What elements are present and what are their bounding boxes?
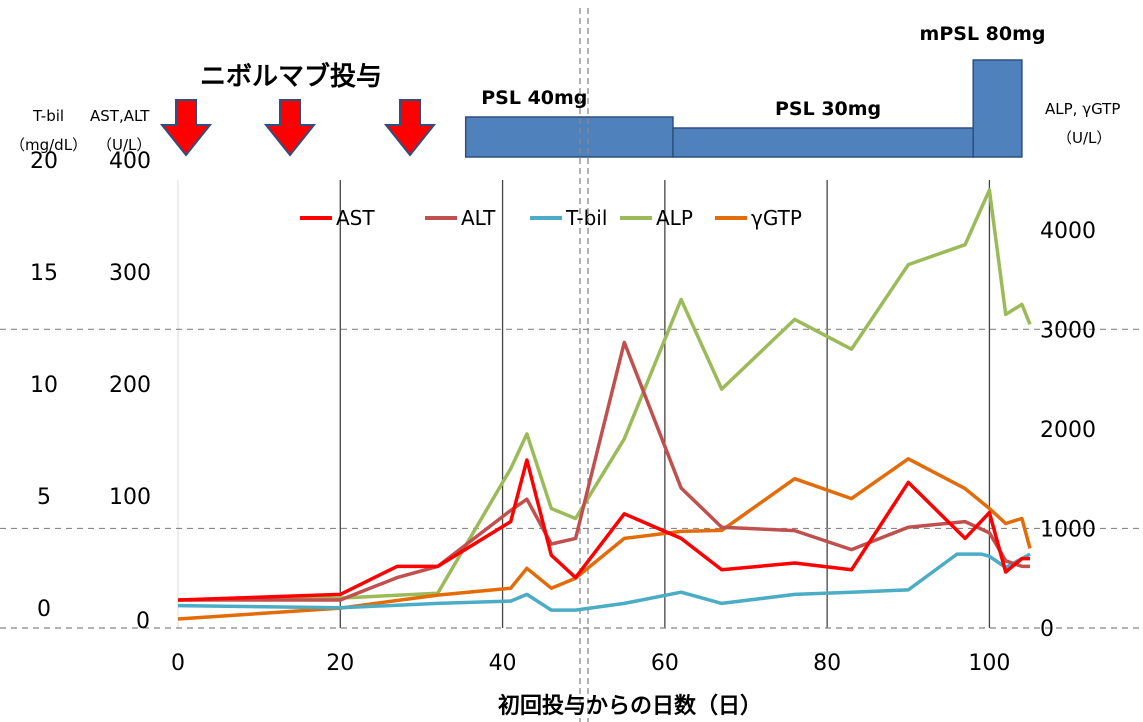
left-axis-2-units: （U/L） xyxy=(97,136,151,154)
vertical-dashed-guides xyxy=(579,8,589,722)
left1-tick-10: 10 xyxy=(30,373,58,398)
series-line-T-bil xyxy=(177,552,1031,612)
left-axis-1-units: （mg/dL） xyxy=(10,136,87,154)
treatment-bars: PSL 40mg PSL 30mg mPSL 80mg xyxy=(464,23,1046,158)
right-tick-1000: 1000 xyxy=(1040,517,1096,542)
x-tick-60: 60 xyxy=(651,651,679,676)
left2-tick-0: 0 xyxy=(136,609,150,634)
series-line-AST xyxy=(177,458,1030,602)
x-tick-40: 40 xyxy=(489,651,517,676)
treatment-label-2: mPSL 80mg xyxy=(920,23,1046,45)
left1-tick-0: 0 xyxy=(37,597,51,622)
treatment-bar-2 xyxy=(972,59,1023,158)
dose-arrow-2 xyxy=(383,99,437,157)
series-line-γGTP xyxy=(177,457,1032,621)
left1-tick-15: 15 xyxy=(30,261,58,286)
x-tick-80: 80 xyxy=(813,651,841,676)
right-tick-0: 0 xyxy=(1040,617,1054,642)
left-axis-2-title: AST,ALT xyxy=(90,107,150,125)
dose-arrow-1 xyxy=(263,99,317,157)
left2-tick-200: 200 xyxy=(109,373,151,398)
left2-tick-400: 400 xyxy=(109,149,151,174)
grid xyxy=(177,180,991,628)
nivolumab-title: ニボルマブ投与 xyxy=(200,61,382,92)
legend-label-ALP: ALP xyxy=(656,206,693,230)
legend-label-T-bil: T-bil xyxy=(565,206,607,230)
right-axis-title: ALP, γGTP xyxy=(1045,100,1120,118)
legend-label-AST: AST xyxy=(336,206,375,230)
left2-tick-100: 100 xyxy=(109,485,151,510)
right-tick-4000: 4000 xyxy=(1040,219,1096,244)
x-tick-0: 0 xyxy=(171,651,185,676)
x-tick-100: 100 xyxy=(968,651,1010,676)
dose-arrow-0 xyxy=(159,99,213,157)
series-line-ALP xyxy=(177,188,1032,602)
treatment-label-0: PSL 40mg xyxy=(481,87,587,109)
series-lines xyxy=(177,188,1032,621)
treatment-bar-0 xyxy=(464,116,674,158)
left1-tick-20: 20 xyxy=(30,149,58,174)
legend: AST ALT T-bil ALP γGTP xyxy=(300,206,802,230)
treatment-bar-1 xyxy=(672,127,974,158)
left-axis-1-title: T-bil xyxy=(32,107,64,125)
horizontal-dashed-guides xyxy=(0,328,1143,629)
left2-tick-300: 300 xyxy=(109,261,151,286)
left1-tick-5: 5 xyxy=(37,485,51,510)
treatment-label-1: PSL 30mg xyxy=(775,98,881,120)
right-axis-units: （U/L） xyxy=(1057,129,1111,147)
right-tick-2000: 2000 xyxy=(1040,418,1096,443)
legend-label-ALT: ALT xyxy=(461,206,496,230)
x-axis-label: 初回投与からの日数（日） xyxy=(498,693,762,719)
right-tick-3000: 3000 xyxy=(1040,318,1096,343)
legend-label-γGTP: γGTP xyxy=(751,206,802,230)
nivolumab-dose-arrows xyxy=(159,99,437,157)
x-tick-20: 20 xyxy=(326,651,354,676)
